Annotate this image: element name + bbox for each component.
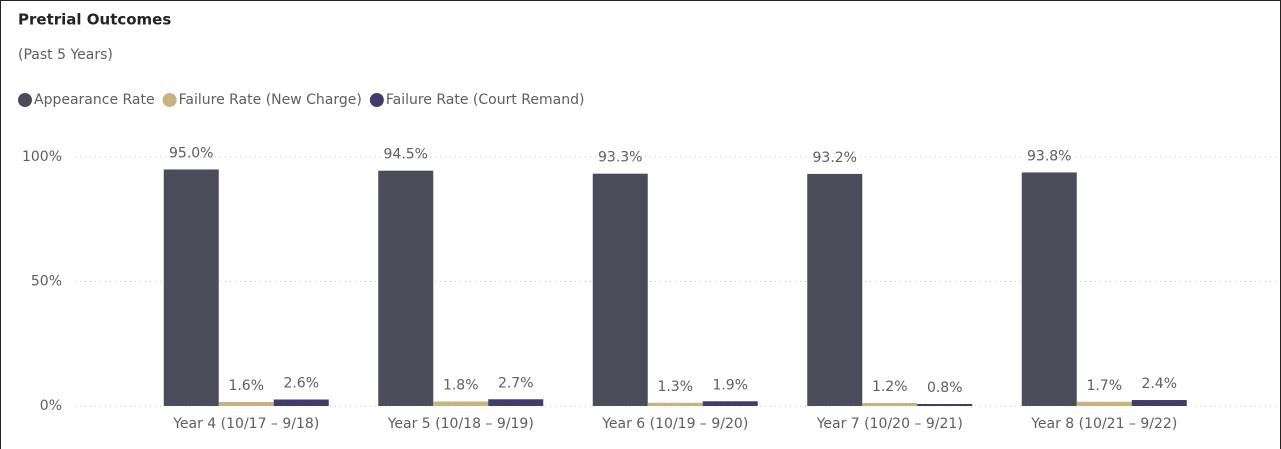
- data-label: 1.7%: [1086, 378, 1122, 394]
- bar: [592, 173, 648, 406]
- bar: [488, 399, 544, 406]
- bar: [378, 170, 434, 406]
- chart-title: Pretrial Outcomes: [18, 11, 171, 29]
- data-label: 93.3%: [598, 150, 642, 166]
- bar: [807, 173, 863, 406]
- bar: [917, 404, 973, 406]
- data-label: 1.9%: [712, 377, 748, 393]
- legend-label: Failure Rate (Court Remand): [386, 92, 585, 108]
- bar: [273, 399, 329, 406]
- data-label: 1.2%: [872, 379, 908, 395]
- legend-label: Failure Rate (New Charge): [179, 92, 362, 108]
- y-tick-label: 50%: [31, 274, 62, 290]
- data-label: 1.8%: [443, 378, 479, 394]
- legend-label: Appearance Rate: [34, 92, 155, 108]
- y-tick-label: 0%: [40, 398, 62, 414]
- data-label: 2.4%: [1141, 376, 1177, 392]
- x-tick-label: Year 8 (10/21 – 9/22): [1030, 416, 1177, 432]
- bar: [218, 402, 274, 406]
- data-label: 93.8%: [1027, 148, 1071, 164]
- data-label: 2.7%: [498, 375, 534, 391]
- x-tick-label: Year 4 (10/17 – 9/18): [172, 416, 319, 432]
- x-tick-label: Year 6 (10/19 – 9/20): [601, 416, 748, 432]
- bar: [1021, 172, 1077, 406]
- x-tick-label: Year 5 (10/18 – 9/19): [387, 416, 534, 432]
- bar: [1131, 400, 1187, 406]
- bar: [862, 403, 918, 406]
- data-label: 0.8%: [927, 380, 963, 396]
- data-label: 1.3%: [657, 379, 693, 395]
- legend-marker: [18, 93, 32, 107]
- legend-marker: [369, 93, 384, 107]
- bar: [1076, 401, 1132, 406]
- y-tick-label: 100%: [22, 149, 62, 165]
- legend-marker: [162, 93, 177, 107]
- bar: [433, 401, 489, 406]
- data-label: 94.5%: [384, 147, 428, 163]
- bar: [163, 169, 219, 406]
- x-tick-label: Year 7 (10/20 – 9/21): [816, 416, 963, 432]
- data-label: 1.6%: [228, 378, 264, 394]
- bar: [647, 402, 703, 406]
- data-label: 95.0%: [169, 145, 213, 161]
- data-label: 93.2%: [813, 150, 857, 166]
- data-label: 2.6%: [283, 376, 319, 392]
- bar: [702, 401, 758, 406]
- chart-subtitle: (Past 5 Years): [18, 47, 113, 63]
